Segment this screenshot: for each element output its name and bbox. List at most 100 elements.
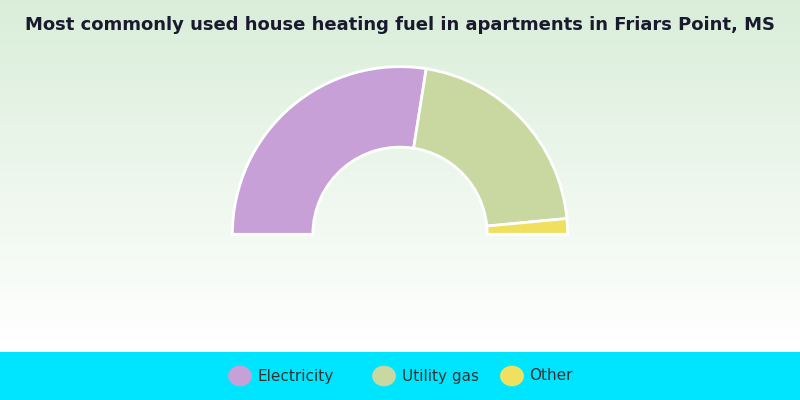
Bar — [0, 350, 800, 352]
Bar — [0, 278, 800, 280]
Bar — [0, 202, 800, 204]
Bar — [0, 262, 800, 264]
Bar — [0, 255, 800, 257]
Bar — [0, 268, 800, 269]
Bar — [0, 42, 800, 44]
Ellipse shape — [373, 366, 395, 386]
Bar — [0, 260, 800, 262]
Bar — [0, 60, 800, 62]
Bar — [0, 324, 800, 326]
Bar — [0, 352, 800, 400]
Bar — [0, 333, 800, 334]
Bar — [0, 25, 800, 26]
Bar — [0, 185, 800, 186]
Bar — [0, 208, 800, 210]
Bar — [0, 342, 800, 343]
Bar — [0, 95, 800, 97]
Bar — [0, 23, 800, 25]
Bar — [0, 122, 800, 123]
Bar — [0, 19, 800, 21]
Bar — [0, 104, 800, 106]
Bar — [0, 72, 800, 74]
Bar — [0, 229, 800, 230]
Bar — [0, 301, 800, 303]
Bar — [0, 224, 800, 225]
Bar — [0, 310, 800, 312]
Bar — [0, 222, 800, 224]
Bar — [0, 178, 800, 180]
Bar — [0, 167, 800, 169]
Bar — [0, 180, 800, 181]
Bar — [0, 336, 800, 338]
Wedge shape — [486, 218, 568, 234]
Bar — [0, 220, 800, 222]
Bar — [0, 322, 800, 324]
Bar — [0, 292, 800, 294]
Bar — [0, 345, 800, 347]
Bar — [0, 264, 800, 266]
Bar — [0, 211, 800, 213]
Bar — [0, 276, 800, 278]
Bar — [0, 317, 800, 318]
Bar — [0, 106, 800, 107]
Bar — [0, 148, 800, 150]
Bar — [0, 125, 800, 127]
Bar — [0, 10, 800, 12]
Bar — [0, 63, 800, 65]
Bar — [0, 294, 800, 296]
Bar — [0, 245, 800, 246]
Bar — [0, 192, 800, 194]
Bar — [0, 70, 800, 72]
Bar — [0, 160, 800, 162]
Bar — [0, 188, 800, 190]
Bar — [0, 116, 800, 118]
Bar — [0, 234, 800, 236]
Bar — [0, 88, 800, 90]
Bar — [0, 141, 800, 142]
Bar — [0, 78, 800, 79]
Bar — [0, 26, 800, 28]
Bar — [0, 113, 800, 114]
Bar — [0, 238, 800, 239]
Bar — [0, 348, 800, 350]
Bar — [0, 169, 800, 171]
Bar — [0, 139, 800, 141]
Bar — [0, 199, 800, 201]
Bar — [0, 114, 800, 116]
Bar — [0, 123, 800, 125]
Bar — [0, 32, 800, 34]
Bar — [0, 107, 800, 109]
Bar — [0, 93, 800, 95]
Bar — [0, 48, 800, 49]
Bar — [0, 92, 800, 93]
Bar — [0, 194, 800, 195]
Bar — [0, 299, 800, 301]
Bar — [0, 171, 800, 172]
Bar — [0, 151, 800, 153]
Bar — [0, 137, 800, 139]
Bar — [0, 153, 800, 155]
Bar — [0, 7, 800, 9]
Text: Most commonly used house heating fuel in apartments in Friars Point, MS: Most commonly used house heating fuel in… — [25, 16, 775, 34]
Bar — [0, 130, 800, 132]
Bar — [0, 331, 800, 333]
Bar — [0, 186, 800, 188]
Bar — [0, 218, 800, 220]
Bar — [0, 166, 800, 167]
Bar — [0, 144, 800, 146]
Bar — [0, 132, 800, 134]
Bar — [0, 298, 800, 299]
Bar — [0, 84, 800, 86]
Bar — [0, 0, 800, 2]
Bar — [0, 14, 800, 16]
Bar — [0, 109, 800, 111]
Bar — [0, 340, 800, 342]
Bar — [0, 236, 800, 238]
Bar — [0, 213, 800, 215]
Bar — [0, 225, 800, 227]
Bar — [0, 296, 800, 298]
Bar — [0, 227, 800, 229]
Bar — [0, 51, 800, 53]
Bar — [0, 56, 800, 58]
Bar — [0, 155, 800, 157]
